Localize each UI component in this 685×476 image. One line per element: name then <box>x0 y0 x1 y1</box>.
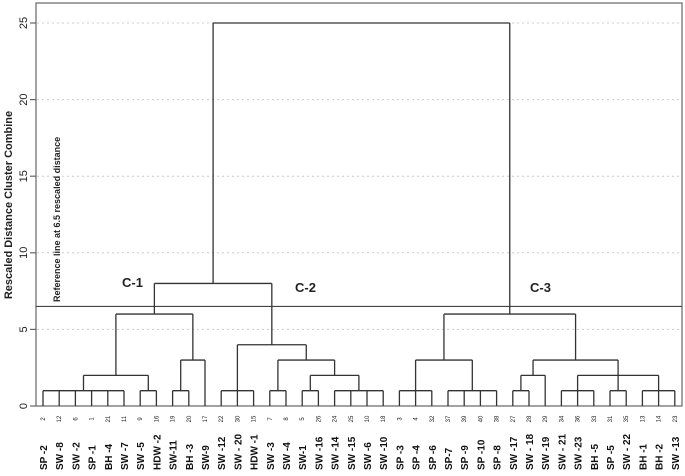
leaf-label: SP -9 <box>460 445 471 470</box>
leaf-number: 16 <box>154 415 160 422</box>
leaf-number: 31 <box>608 415 614 422</box>
leaf-label: SW -15 <box>347 436 358 470</box>
leaf-number: 29 <box>543 415 549 422</box>
leaf-number: 39 <box>462 415 468 422</box>
leaf-number: 35 <box>624 415 630 422</box>
leaf-label: SW - 21 <box>557 433 568 470</box>
leaf-number: 3 <box>397 417 403 421</box>
leaf-number: 2 <box>41 417 47 421</box>
y-tick-label: 5 <box>18 326 30 332</box>
leaf-number: 27 <box>511 415 517 422</box>
leaf-number: 36 <box>576 415 582 422</box>
y-axis: 0 5 10 15 20 25 <box>18 17 36 409</box>
leaf-number: 13 <box>640 415 646 422</box>
leaf-label: SW -5 <box>136 442 147 470</box>
leaf-number: 6 <box>73 417 79 421</box>
leaf-label: SW -16 <box>314 436 325 470</box>
leaf-number: 10 <box>365 415 371 422</box>
leaf-label: SP -6 <box>428 445 439 470</box>
leaf-label: HDW -2 <box>152 434 163 470</box>
leaf-number: 7 <box>268 417 274 421</box>
gridlines <box>37 22 681 330</box>
leaf-label: BH -1 <box>638 443 649 470</box>
leaf-label: SP -1 <box>88 445 99 470</box>
leaf-number: 12 <box>57 415 63 422</box>
leaf-label: SW -6 <box>363 442 374 470</box>
leaf-label: SW - 18 <box>525 433 536 470</box>
leaf-number: 34 <box>559 415 565 422</box>
leaf-number: 20 <box>187 415 193 422</box>
y-tick-label: 10 <box>18 247 30 259</box>
leaf-label: SP -4 <box>412 445 423 470</box>
leaf-label: SW -2 <box>71 442 82 470</box>
leaf-label: SP -10 <box>476 439 487 470</box>
plot-frame <box>35 2 683 407</box>
y-tick-label: 25 <box>18 17 30 29</box>
leaf-number: 24 <box>333 415 339 422</box>
leaf-label: SP -5 <box>606 445 617 470</box>
cluster-label-c2: C-2 <box>295 280 316 295</box>
leaf-labels: 2 SP -2 12 SW -8 6 SW -2 1 SP -1 21 BH -4 11 SW -7 9… <box>39 415 682 470</box>
leaf-number: 28 <box>527 415 533 422</box>
leaf-number: 4 <box>414 417 420 421</box>
leaf-number: 40 <box>478 415 484 422</box>
leaf-label: SW -17 <box>509 436 520 470</box>
leaf-number: 5 <box>300 417 306 421</box>
leaf-label: SW -13 <box>671 436 682 470</box>
dendrogram-links <box>42 22 676 406</box>
leaf-number: 38 <box>495 415 501 422</box>
y-axis-label: Rescaled Distance Cluster Combine <box>3 111 15 299</box>
leaf-number: 30 <box>235 415 241 422</box>
leaf-number: 23 <box>673 415 679 422</box>
y-tick-label: 0 <box>18 403 30 409</box>
leaf-number: 26 <box>316 415 322 422</box>
leaf-number: 11 <box>122 415 128 422</box>
leaf-label: SW -12 <box>217 436 228 470</box>
leaf-label: BH -2 <box>655 443 666 470</box>
leaf-label: SW -7 <box>120 442 131 470</box>
leaf-number: 14 <box>657 415 663 422</box>
leaf-number: 8 <box>284 417 290 421</box>
leaf-number: 25 <box>349 415 355 422</box>
leaf-number: 22 <box>219 415 225 422</box>
leaf-label: BH -5 <box>590 443 601 470</box>
leaf-label: SW -23 <box>574 436 585 470</box>
leaf-number: 15 <box>252 415 258 422</box>
y-tick-label: 20 <box>18 93 30 105</box>
leaf-label: SW -8 <box>55 442 66 470</box>
leaf-label: BH -4 <box>104 443 115 470</box>
leaf-label: SW -19 <box>541 436 552 470</box>
leaf-number: 1 <box>90 417 96 421</box>
cluster-label-c3: C-3 <box>530 280 551 295</box>
leaf-label: SW -14 <box>331 436 342 470</box>
y-tick-label: 15 <box>18 170 30 182</box>
leaf-label: SP -3 <box>395 445 406 470</box>
leaf-number: 37 <box>446 415 452 422</box>
cluster-label-c1: C-1 <box>122 275 143 290</box>
leaf-label: SW -3 <box>266 442 277 470</box>
leaf-label: HDW -1 <box>250 434 261 470</box>
leaf-label: SW -4 <box>282 442 293 470</box>
leaf-label: SP -8 <box>493 445 504 470</box>
leaf-number: 32 <box>430 415 436 422</box>
leaf-number: 33 <box>592 415 598 422</box>
leaf-label: SP -2 <box>39 445 50 470</box>
leaf-number: 9 <box>138 417 144 421</box>
leaf-label: SW - 22 <box>622 433 633 470</box>
leaf-number: 18 <box>381 415 387 422</box>
leaf-label: BH -3 <box>185 443 196 470</box>
leaf-number: 17 <box>203 415 209 422</box>
leaf-number: 21 <box>106 415 112 422</box>
leaf-label: SP-7 <box>444 447 455 470</box>
leaf-label: SW-9 <box>201 445 212 470</box>
reference-line-label: Reference line at 6.5 rescaled distance <box>52 137 62 302</box>
leaf-label: SW-1 <box>298 445 309 470</box>
leaf-label: SW -10 <box>379 436 390 470</box>
leaf-label: SW-11 <box>169 440 180 470</box>
leaf-number: 19 <box>171 415 177 422</box>
leaf-label: SW - 20 <box>233 433 244 470</box>
